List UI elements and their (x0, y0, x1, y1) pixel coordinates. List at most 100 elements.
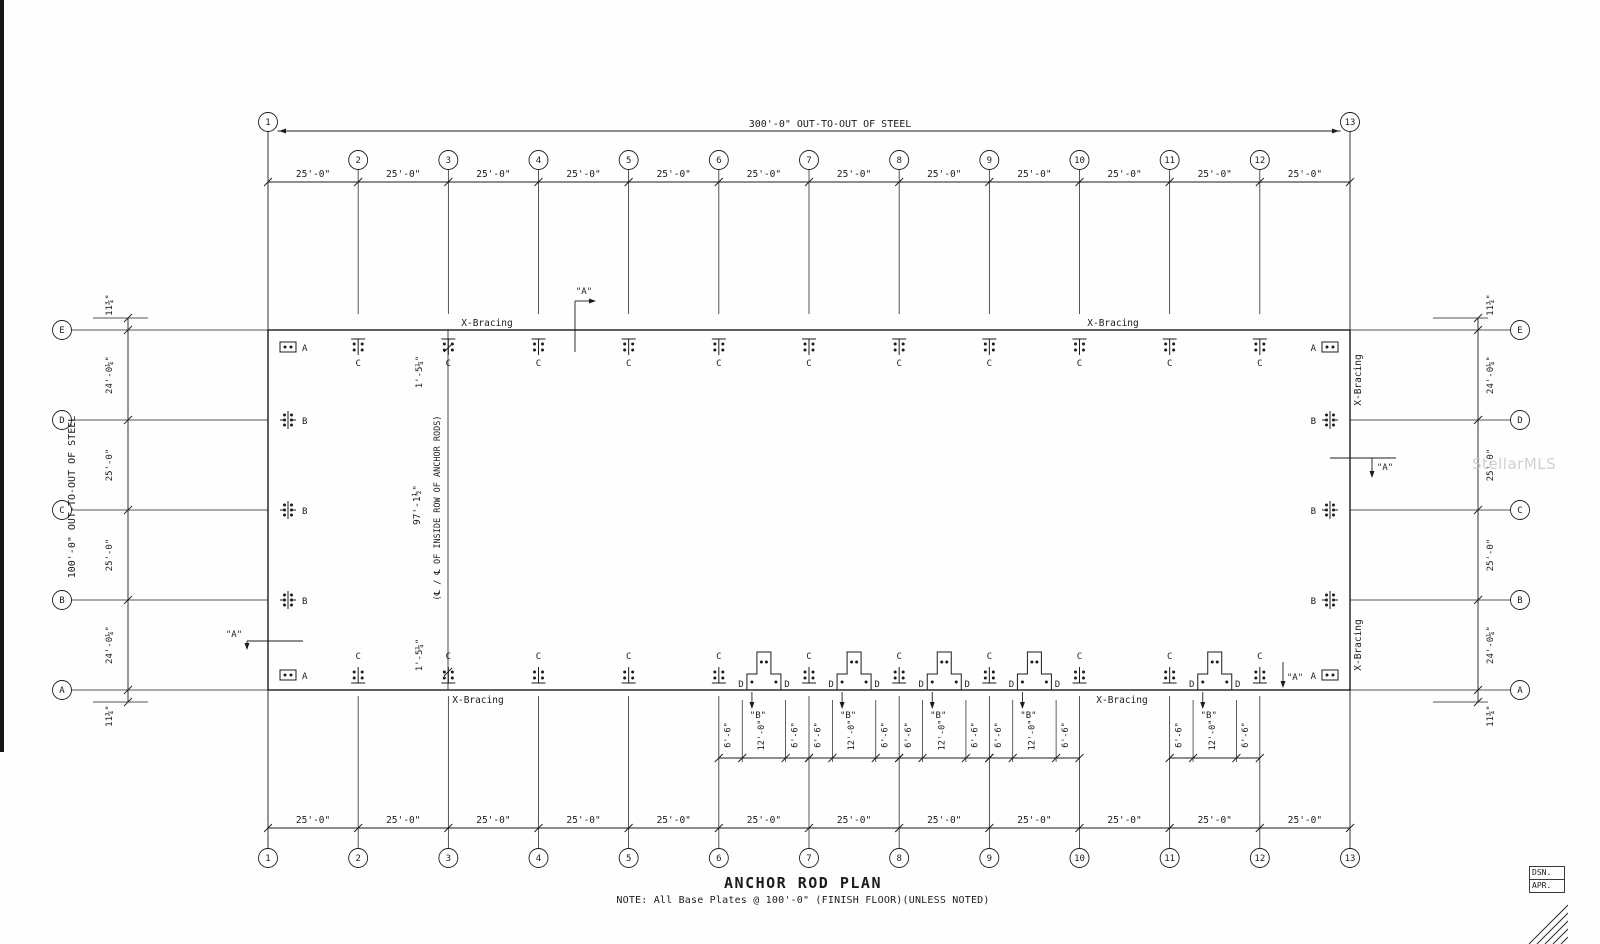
grid-row-B-left-label: B (59, 596, 64, 606)
sub-dim-label: 6'-6" (724, 722, 734, 748)
anchor-rod-dot (1074, 676, 1077, 680)
sub-dim-label: 6'-6" (971, 722, 981, 748)
grid-column-12-label: 12 (1254, 156, 1265, 166)
anchor-rod-dot (1020, 680, 1024, 684)
drawing-title: ANCHOR ROD PLAN (724, 874, 882, 892)
plate-a-label: A (1311, 672, 1317, 682)
plate-a-label: A (302, 672, 308, 682)
grid-row-C-right-label: C (1517, 506, 1522, 516)
row-chain-dim-label: 11¾" (1486, 705, 1496, 727)
anchor-rod-dot (442, 676, 446, 680)
grid-column-2-label: 2 (355, 854, 360, 864)
arrow-head (244, 643, 250, 650)
plate-c-label: C (355, 359, 360, 369)
grid-column-5-label: 5 (626, 854, 631, 864)
grid-row-A-left-label: A (59, 686, 65, 696)
grid-row-D-left-label: D (59, 416, 64, 426)
grid-column-4-bubble (528, 848, 549, 868)
anchor-rod-dot (1325, 598, 1328, 602)
anchor-rod-dot (901, 348, 905, 352)
anchor-rod-dot (290, 513, 293, 517)
anchor-rod-dot (901, 342, 905, 346)
row-chain-dim-label: 11¾" (1486, 294, 1496, 316)
grid-column-8-label: 8 (896, 854, 901, 864)
plate-d-label: D (784, 680, 789, 690)
anchor-rod-dot (1164, 676, 1168, 680)
plate-c-label: C (1077, 359, 1082, 369)
interior-span-note-label: (℄ / ℄ OF INSIDE ROW OF ANCHOR RODS) (433, 416, 443, 601)
anchor-rod-dot (713, 348, 717, 352)
plate-c-label: C (987, 359, 992, 369)
anchor-rod-dot (360, 348, 364, 352)
plate-c-label: C (536, 359, 541, 369)
plate-c-label: C (1167, 652, 1172, 662)
grid-column-10-label: 10 (1074, 156, 1085, 166)
overall-top-dim-label: 300'-0" OUT-TO-OUT OF STEEL (749, 119, 912, 130)
row-chain-dim-label: 25'-0" (105, 539, 115, 572)
grid-row-A-right-label: A (1517, 686, 1523, 696)
grid-column-9-label: 9 (987, 156, 992, 166)
anchor-rod-dot (450, 676, 454, 680)
anchor-rod-dot (811, 676, 815, 680)
section-b-label: "B" (750, 711, 766, 721)
anchor-rod-dot (623, 348, 627, 352)
anchor-rod-dot (1254, 676, 1258, 680)
bay-dim-label: 25'-0" (296, 169, 330, 180)
dim-tick (1051, 753, 1061, 763)
bay-dim-label: 25'-0" (657, 169, 691, 180)
corner-hatch (1544, 920, 1569, 944)
interior-offset-dim-label: 1'-5¼" (415, 639, 425, 672)
bay-dim-label: 25'-0" (1288, 815, 1322, 826)
anchor-rod-dot (803, 676, 807, 680)
corner-hatch (1528, 904, 1569, 944)
grid-column-3-label: 3 (446, 156, 451, 166)
grid-row-E-left-label: E (59, 326, 64, 336)
grid-column-6-label: 6 (716, 156, 721, 166)
anchor-rod-dot (1262, 670, 1266, 674)
bay-dim-label: 25'-0" (386, 815, 420, 826)
plate-d-label: D (1009, 680, 1014, 690)
anchor-rod-dot (855, 660, 859, 664)
anchor-rod-dot (721, 342, 725, 346)
grid-column-8-bubble (889, 848, 910, 868)
anchor-rod-dot (1331, 345, 1335, 349)
anchor-rod-dot (1332, 598, 1335, 602)
x-bracing-label: X-Bracing (452, 695, 503, 706)
anchor-rod-dot (1332, 513, 1335, 517)
x-bracing-label: X-Bracing (1353, 619, 1364, 670)
bay-dim-label: 25'-0" (1107, 169, 1141, 180)
dim-tick (961, 753, 971, 763)
overall-left-dim-label: 100'-0" OUT-TO-OUT OF STEEL (67, 416, 78, 579)
anchor-rod-dot (360, 670, 364, 674)
grid-column-13-label: 13 (1345, 854, 1356, 864)
grid-column-7-label: 7 (806, 156, 811, 166)
anchor-rod-dot (1332, 593, 1335, 597)
dim-tick (1165, 177, 1174, 187)
anchor-rod-dot (721, 348, 725, 352)
grid-column-9-bubble (979, 848, 1000, 868)
bay-dim-label: 25'-0" (1017, 815, 1051, 826)
anchor-rod-dot (1325, 673, 1329, 677)
anchor-rod-dot (623, 670, 627, 674)
bay-dim-label: 25'-0" (927, 169, 961, 180)
drawing-note: NOTE: All Base Plates @ 100'-0" (FINISH … (616, 895, 990, 906)
grid-column-6-label: 6 (716, 854, 721, 864)
x-bracing-label: X-Bracing (461, 318, 512, 329)
arrow-head (839, 702, 845, 709)
bay-dim-label: 25'-0" (657, 815, 691, 826)
section-b-label: "B" (840, 711, 856, 721)
corner-hatch (1536, 912, 1569, 944)
section-a-label: "A" (226, 630, 242, 640)
anchor-rod-dot (631, 348, 635, 352)
anchor-rod-dot (283, 593, 286, 597)
dim-tick (1165, 753, 1174, 763)
grid-column-2-label: 2 (355, 156, 360, 166)
anchor-rod-dot (1332, 418, 1335, 422)
anchor-rod-dot (1172, 342, 1176, 346)
anchor-rod-dot (352, 348, 356, 352)
sub-dim-label: 6'-6" (880, 722, 890, 748)
anchor-rod-dot (283, 418, 286, 422)
anchor-rod-dot (450, 342, 454, 346)
anchor-rod-dot (1201, 680, 1205, 684)
grid-column-4-label: 4 (536, 854, 541, 864)
